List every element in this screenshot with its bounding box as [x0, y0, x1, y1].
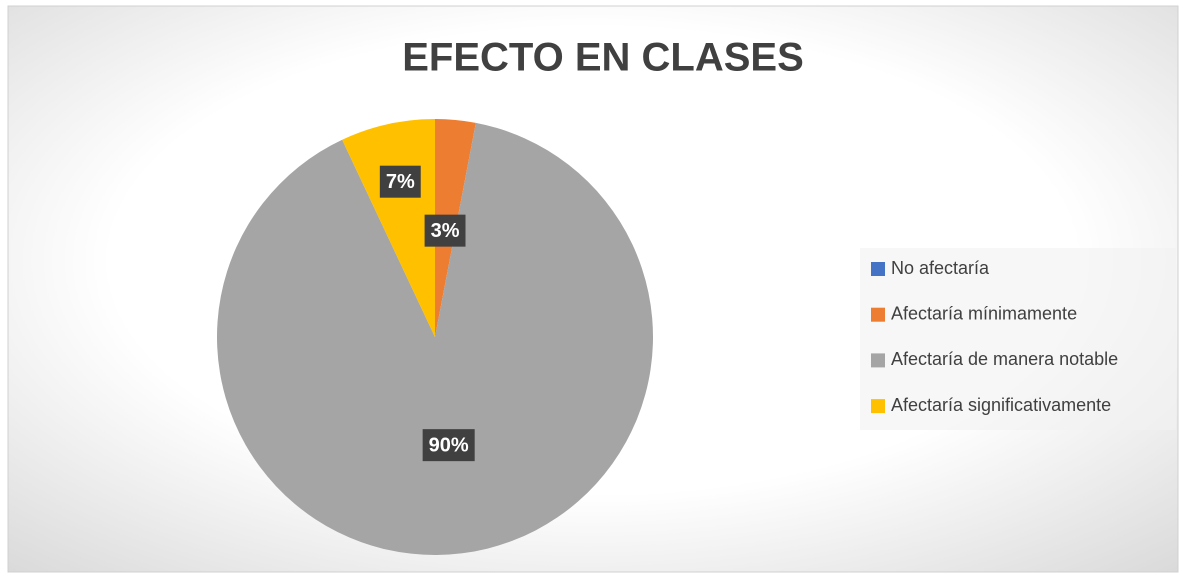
data-label: 90%	[429, 434, 469, 456]
legend-label: No afectaría	[891, 258, 990, 278]
data-label-box	[379, 165, 421, 198]
pie-slice	[216, 122, 653, 555]
legend-label: Afectaría de manera notable	[891, 349, 1118, 369]
data-label: 3%	[431, 220, 460, 242]
legend-box	[860, 248, 1176, 430]
legend-swatch	[871, 307, 885, 322]
legend-swatch	[871, 262, 885, 276]
data-label: 7%	[386, 171, 415, 193]
chart-title: EFECTO EN CLASES	[402, 36, 804, 80]
legend-label: Afectaría significativamente	[891, 395, 1111, 415]
legend-swatch	[871, 399, 885, 414]
legend-swatch	[871, 353, 885, 368]
data-label-box	[424, 214, 466, 247]
data-label-box	[422, 429, 475, 462]
legend-label: Afectaría mínimamente	[891, 303, 1077, 323]
